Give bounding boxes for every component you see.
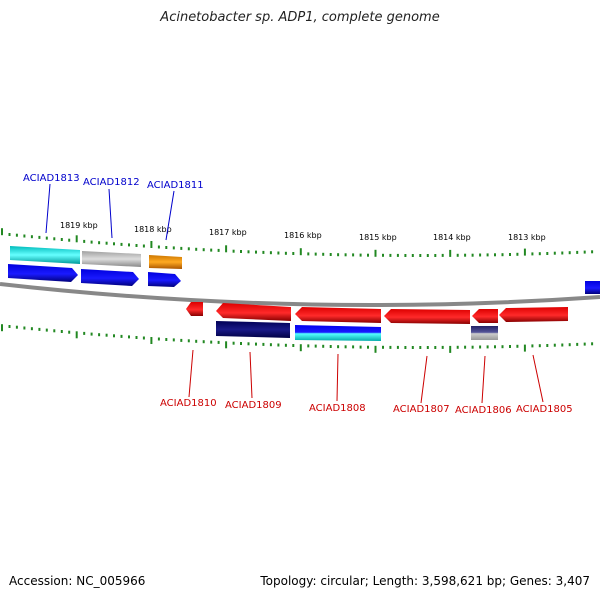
scale-labels: 1819 kbp 1818 kbp 1817 kbp 1816 kbp 1815… (60, 221, 546, 242)
gene-partial-left[interactable] (186, 302, 203, 316)
gene-aciad1813[interactable] (8, 264, 78, 282)
gene-aciad1811[interactable] (148, 272, 181, 287)
map-title: Acinetobacter sp. ADP1, complete genome (160, 10, 440, 25)
gene-label-aciad1810[interactable]: ACIAD1810 (160, 398, 217, 409)
gene-label-aciad1811[interactable]: ACIAD1811 (147, 180, 204, 191)
gene-aciad1812[interactable] (81, 269, 139, 286)
forward-cog-bars (10, 246, 182, 269)
gene-label-aciad1809[interactable]: ACIAD1809 (225, 400, 282, 411)
gene-label-aciad1808[interactable]: ACIAD1808 (309, 403, 366, 414)
gene-aciad1805[interactable] (499, 307, 568, 322)
scale-label: 1819 kbp (60, 221, 98, 230)
cog-bar-aciad1806[interactable] (471, 326, 498, 340)
accession-text: Accession: NC_005966 (9, 574, 146, 588)
genome-summary-text: Topology: circular; Length: 3,598,621 bp… (260, 574, 590, 588)
leader-aciad1812 (108, 188, 113, 239)
cog-bar-aciad1812[interactable] (82, 251, 141, 267)
reverse-cog-bars (216, 321, 498, 341)
gene-label-aciad1805[interactable]: ACIAD1805 (516, 404, 573, 415)
scale-label: 1815 kbp (359, 233, 397, 242)
gene-aciad1806[interactable] (472, 309, 498, 323)
cog-bar-aciad1813[interactable] (10, 246, 80, 264)
reverse-genes (186, 302, 568, 324)
gene-label-aciad1813[interactable]: ACIAD1813 (23, 173, 80, 184)
cog-bar-aciad1809[interactable] (216, 321, 290, 338)
cog-bar-aciad1811[interactable] (149, 255, 182, 269)
leader-aciad1809 (249, 351, 253, 399)
gene-labels-forward: ACIAD1813 ACIAD1812 ACIAD1811 (23, 173, 204, 191)
gene-partial-right[interactable] (585, 281, 600, 294)
leader-aciad1806 (481, 355, 486, 404)
gene-label-aciad1806[interactable]: ACIAD1806 (455, 405, 512, 416)
scale-label: 1817 kbp (209, 228, 247, 237)
leader-aciad1805 (532, 354, 544, 403)
scale-ticks-inner (1, 324, 594, 353)
scale-label: 1813 kbp (508, 233, 546, 242)
gene-label-aciad1807[interactable]: ACIAD1807 (393, 404, 450, 415)
gene-aciad1808[interactable] (295, 307, 381, 323)
scale-label: 1814 kbp (433, 233, 471, 242)
gene-labels-reverse: ACIAD1810 ACIAD1809 ACIAD1808 ACIAD1807 … (160, 398, 573, 416)
leader-aciad1807 (420, 355, 428, 404)
leader-aciad1810 (188, 349, 194, 398)
cog-bar-aciad1808[interactable] (295, 325, 381, 341)
gene-aciad1809[interactable] (216, 303, 291, 321)
scale-label: 1816 kbp (284, 231, 322, 240)
scale-label: 1818 kbp (134, 225, 172, 234)
forward-genes (8, 264, 600, 294)
leader-aciad1808 (336, 353, 339, 402)
gene-aciad1807[interactable] (384, 309, 470, 324)
leader-aciad1813 (45, 183, 51, 234)
genome-backbone (0, 282, 600, 307)
gene-label-aciad1812[interactable]: ACIAD1812 (83, 177, 140, 188)
label-leaders (45, 183, 544, 404)
leader-aciad1811 (165, 190, 175, 241)
scale-ticks-outer (1, 228, 594, 257)
